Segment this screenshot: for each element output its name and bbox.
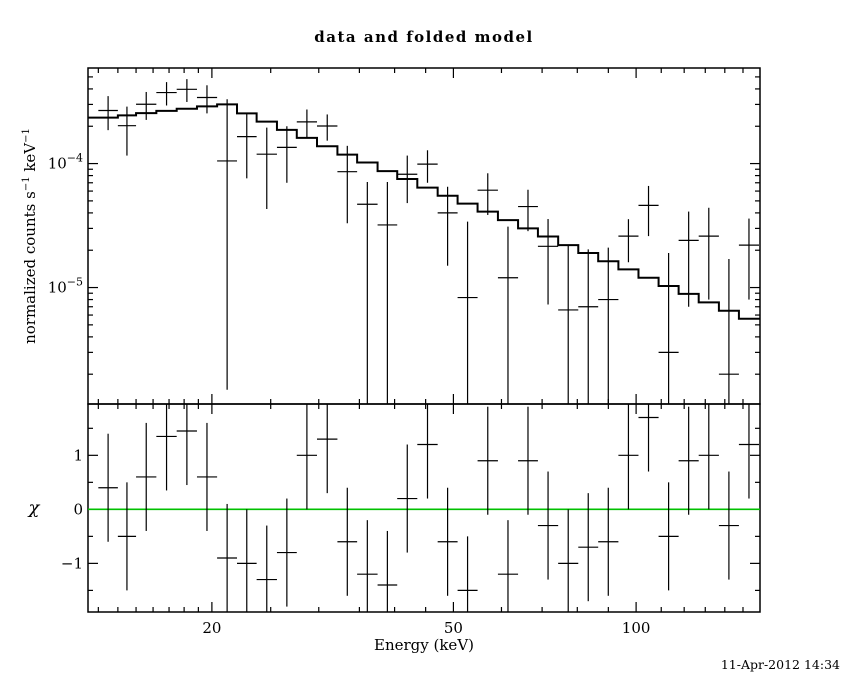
model-step-line (88, 103, 760, 320)
top-panel-frame (87, 67, 761, 405)
y-tick-label: 10−5 (48, 276, 83, 297)
y-axis-label-chi: χ (28, 497, 40, 519)
y-tick-label: 10−4 (48, 152, 83, 173)
y-tick-label: −1 (61, 554, 83, 572)
timestamp: 11-Apr-2012 14:34 (720, 657, 840, 672)
y-axis-label-text: normalized counts s (21, 191, 39, 344)
y-axis-label-exp1: −1 (21, 176, 32, 192)
y-axis-label-exp2: −1 (21, 128, 32, 143)
plot-title: data and folded model (314, 28, 534, 46)
y-axis-label-text2: keV (21, 142, 39, 177)
x-tick-label: 50 (444, 619, 463, 637)
bottom-panel-frame (87, 403, 761, 613)
y-tick-label: 1 (73, 446, 83, 464)
y-tick-label: 0 (73, 500, 83, 518)
x-axis-label: Energy (keV) (373, 636, 475, 654)
y-axis-label-counts: normalized counts s−1 keV−1 (21, 128, 39, 344)
x-tick-label: 100 (622, 619, 651, 637)
x-tick-label: 20 (202, 619, 221, 637)
